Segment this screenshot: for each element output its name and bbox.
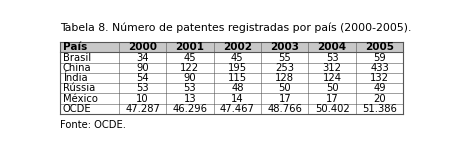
Text: 45: 45 <box>183 53 196 63</box>
Bar <box>60 42 402 52</box>
Text: 20: 20 <box>373 93 385 104</box>
Text: 53: 53 <box>136 83 148 93</box>
Text: China: China <box>63 63 91 73</box>
Text: 50.402: 50.402 <box>314 104 349 114</box>
Bar <box>60 52 402 63</box>
Text: 2004: 2004 <box>317 42 346 52</box>
Bar <box>60 104 402 114</box>
Text: 90: 90 <box>183 73 196 83</box>
Text: 17: 17 <box>278 93 290 104</box>
Text: 55: 55 <box>278 53 290 63</box>
Bar <box>60 73 402 83</box>
Text: 132: 132 <box>369 73 388 83</box>
Text: 50: 50 <box>325 83 338 93</box>
Text: 53: 53 <box>183 83 196 93</box>
Text: 2002: 2002 <box>222 42 251 52</box>
Text: 90: 90 <box>136 63 148 73</box>
Text: Tabela 8. Número de patentes registradas por país (2000-2005).: Tabela 8. Número de patentes registradas… <box>60 23 410 33</box>
Bar <box>60 93 402 104</box>
Text: 13: 13 <box>183 93 196 104</box>
Text: 46.296: 46.296 <box>172 104 207 114</box>
Text: 47.287: 47.287 <box>125 104 160 114</box>
Text: Índia: Índia <box>63 73 87 83</box>
Bar <box>60 83 402 93</box>
Text: 54: 54 <box>136 73 148 83</box>
Text: 122: 122 <box>180 63 199 73</box>
Text: 115: 115 <box>227 73 246 83</box>
Text: 53: 53 <box>325 53 338 63</box>
Text: 195: 195 <box>227 63 246 73</box>
Text: 2005: 2005 <box>364 42 393 52</box>
Text: 17: 17 <box>325 93 338 104</box>
Text: 14: 14 <box>230 93 243 104</box>
Text: Rússia: Rússia <box>63 83 95 93</box>
Text: 48.766: 48.766 <box>267 104 302 114</box>
Text: México: México <box>63 93 97 104</box>
Text: 2000: 2000 <box>128 42 156 52</box>
Text: País: País <box>63 42 87 52</box>
Text: 34: 34 <box>136 53 148 63</box>
Text: 128: 128 <box>275 73 294 83</box>
Text: 312: 312 <box>322 63 341 73</box>
Text: 59: 59 <box>373 53 385 63</box>
Text: 47.467: 47.467 <box>220 104 254 114</box>
Text: 49: 49 <box>373 83 385 93</box>
Text: 10: 10 <box>136 93 148 104</box>
Bar <box>60 63 402 73</box>
Text: Fonte: OCDE.: Fonte: OCDE. <box>60 120 126 130</box>
Text: 433: 433 <box>369 63 388 73</box>
Text: 253: 253 <box>275 63 294 73</box>
Text: 50: 50 <box>278 83 290 93</box>
Text: 45: 45 <box>230 53 243 63</box>
Text: 2003: 2003 <box>270 42 299 52</box>
Text: 124: 124 <box>322 73 341 83</box>
Text: 2001: 2001 <box>175 42 204 52</box>
Text: Brasil: Brasil <box>63 53 91 63</box>
Text: 51.386: 51.386 <box>361 104 396 114</box>
Text: 48: 48 <box>230 83 243 93</box>
Text: OCDE: OCDE <box>63 104 91 114</box>
